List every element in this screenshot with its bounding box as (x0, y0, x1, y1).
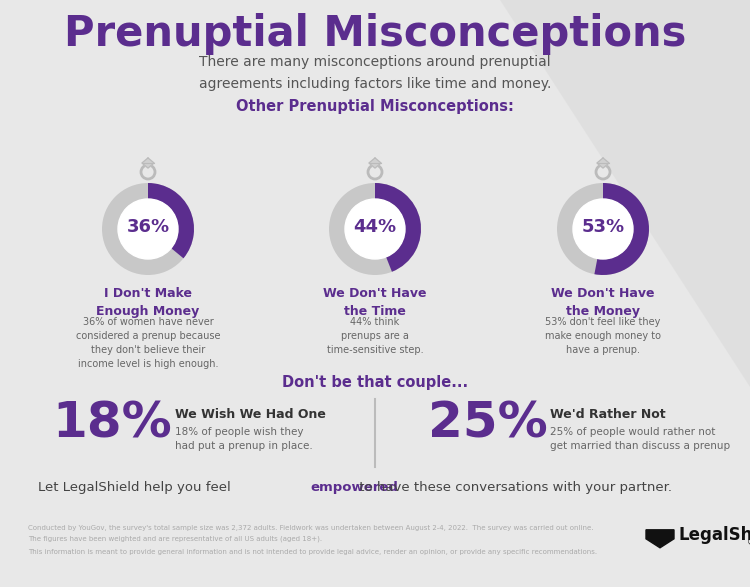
Text: 25% of people would rather not
get married than discuss a prenup: 25% of people would rather not get marri… (550, 427, 730, 451)
Text: There are many misconceptions around prenuptial
agreements including factors lik: There are many misconceptions around pre… (199, 55, 551, 91)
Polygon shape (300, 0, 750, 387)
Polygon shape (369, 158, 381, 168)
Wedge shape (375, 183, 421, 272)
Text: 53%: 53% (581, 218, 625, 236)
Text: We Wish We Had One: We Wish We Had One (175, 407, 326, 420)
Text: ®: ® (747, 538, 750, 548)
Text: Don't be that couple...: Don't be that couple... (282, 376, 468, 390)
Circle shape (345, 199, 405, 259)
Circle shape (573, 199, 633, 259)
Circle shape (118, 199, 178, 259)
Polygon shape (646, 530, 674, 548)
Text: to have these conversations with your partner.: to have these conversations with your pa… (355, 481, 672, 494)
Text: 36% of women have never
considered a prenup because
they don't believe their
inc: 36% of women have never considered a pre… (76, 317, 220, 369)
Text: 18% of people wish they
had put a prenup in place.: 18% of people wish they had put a prenup… (175, 427, 313, 451)
Wedge shape (329, 183, 421, 275)
Text: Conducted by YouGov, the survey's total sample size was 2,372 adults. Fieldwork : Conducted by YouGov, the survey's total … (28, 525, 593, 531)
Wedge shape (148, 183, 194, 258)
Text: We Don't Have
the Money: We Don't Have the Money (551, 287, 655, 318)
Wedge shape (595, 183, 649, 275)
Text: We Don't Have
the Time: We Don't Have the Time (323, 287, 427, 318)
Polygon shape (142, 158, 154, 168)
Polygon shape (597, 158, 609, 168)
Text: 44%: 44% (353, 218, 397, 236)
Text: 36%: 36% (127, 218, 170, 236)
Text: 53% don't feel like they
make enough money to
have a prenup.: 53% don't feel like they make enough mon… (545, 317, 661, 355)
Text: The figures have been weighted and are representative of all US adults (aged 18+: The figures have been weighted and are r… (28, 535, 322, 541)
Text: This information is meant to provide general information and is not intended to : This information is meant to provide gen… (28, 549, 597, 555)
Text: Other Prenuptial Misconceptions:: Other Prenuptial Misconceptions: (236, 100, 514, 114)
Text: 44% think
prenups are a
time-sensitive step.: 44% think prenups are a time-sensitive s… (327, 317, 423, 355)
Text: Prenuptial Misconceptions: Prenuptial Misconceptions (64, 13, 686, 55)
Wedge shape (102, 183, 194, 275)
Text: empowered: empowered (310, 481, 398, 494)
Text: I Don't Make
Enough Money: I Don't Make Enough Money (96, 287, 200, 318)
Text: LegalShield: LegalShield (679, 526, 750, 544)
Text: 25%: 25% (428, 400, 548, 448)
Text: Let LegalShield help you feel: Let LegalShield help you feel (38, 481, 235, 494)
Text: We'd Rather Not: We'd Rather Not (550, 407, 666, 420)
Text: 18%: 18% (52, 400, 172, 448)
Wedge shape (557, 183, 649, 275)
